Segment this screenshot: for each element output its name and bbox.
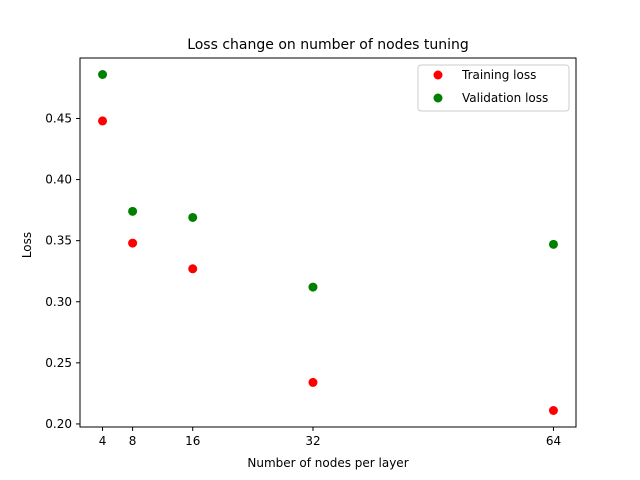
x-axis-title: Number of nodes per layer — [247, 456, 408, 470]
training-loss-point — [188, 264, 198, 274]
training-loss-point — [308, 377, 318, 387]
validation-loss-point — [308, 282, 318, 292]
x-tick-label: 8 — [129, 434, 137, 448]
y-tick-label: 0.35 — [45, 234, 72, 248]
validation-loss-point — [548, 239, 558, 249]
legend-label: Training loss — [461, 68, 536, 82]
legend: Training loss Validation loss — [417, 64, 570, 112]
training-loss-point — [548, 406, 558, 416]
x-tick-label: 16 — [185, 434, 200, 448]
validation-loss-point — [128, 206, 138, 216]
y-tick-label: 0.30 — [45, 295, 72, 309]
y-tick-label: 0.20 — [45, 417, 72, 431]
y-tick-label: 0.45 — [45, 111, 72, 125]
y-tick-label: 0.40 — [45, 173, 72, 187]
legend-marker — [433, 70, 443, 80]
plot-frame — [79, 57, 577, 428]
x-tick-label: 4 — [99, 434, 107, 448]
plot-axes: 4 8 16 32 64 0.20 0.25 0.30 0.35 0.40 0.45 — [45, 57, 577, 448]
validation-loss-point — [98, 69, 108, 79]
training-loss-point — [128, 238, 138, 248]
y-axis-title: Loss — [20, 232, 34, 258]
x-tick-label: 32 — [305, 434, 320, 448]
chart-title: Loss change on number of nodes tuning — [187, 37, 469, 53]
legend-marker — [433, 93, 443, 103]
legend-box — [417, 64, 570, 112]
training-loss-point — [98, 116, 108, 126]
validation-loss-point — [188, 212, 198, 222]
legend-label: Validation loss — [462, 91, 548, 105]
y-tick-label: 0.25 — [45, 356, 72, 370]
x-tick-label: 64 — [546, 434, 561, 448]
data-points — [98, 69, 558, 416]
